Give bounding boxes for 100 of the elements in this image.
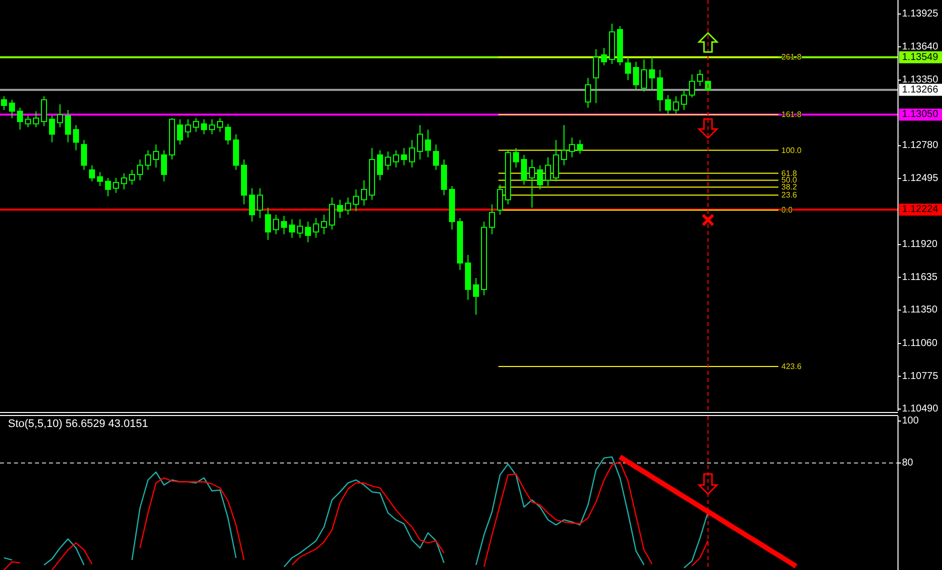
candlestick (73, 124, 79, 151)
y-tick-label: 1.11060 (902, 338, 938, 349)
candlestick (137, 159, 143, 181)
annotation: 0.0 (781, 206, 794, 215)
candlestick (593, 48, 599, 104)
candlestick (537, 164, 543, 190)
candlestick (345, 196, 351, 216)
candlestick (433, 144, 439, 170)
candlestick (17, 107, 23, 130)
candlestick (409, 139, 415, 168)
candlestick (497, 184, 503, 216)
candlestick (249, 188, 255, 222)
candlestick (513, 148, 519, 168)
y-tick-label: 1.11920 (902, 239, 938, 250)
candlestick (289, 218, 295, 238)
candlestick (201, 118, 207, 135)
candlestick (625, 56, 631, 81)
candlestick (521, 154, 527, 186)
candlestick (489, 204, 495, 235)
candlestick (577, 139, 583, 154)
candlestick (193, 118, 199, 132)
y-tick-label: 1.12495 (902, 172, 939, 184)
annotation: 161.8 (781, 110, 802, 120)
candlestick (321, 214, 327, 235)
ref-line-label: 1.13549 (902, 52, 939, 63)
candlestick (545, 156, 551, 186)
candlestick (217, 118, 223, 132)
annotation: 100.0 (781, 146, 802, 155)
candlestick (97, 172, 103, 186)
candlestick (89, 164, 95, 182)
y-tick-label: 1.12780 (902, 140, 939, 152)
candlestick (601, 47, 607, 66)
candlestick (561, 124, 567, 166)
candlestick (665, 94, 671, 116)
candlestick (361, 180, 367, 206)
candlestick (145, 150, 151, 170)
chart-title: Sto(5,5,10) 56.6529 43.0151 (8, 418, 148, 430)
candlestick (553, 139, 559, 182)
candlestick (337, 199, 343, 219)
candlestick (65, 110, 71, 143)
candlestick (225, 123, 231, 146)
candlestick (657, 69, 663, 112)
annotation: 261.8 (781, 52, 802, 62)
candlestick (697, 69, 703, 86)
candlestick (129, 169, 135, 186)
candlestick (689, 74, 695, 98)
candlestick (417, 124, 423, 160)
candlestick (273, 214, 279, 235)
candlestick (33, 110, 39, 128)
candlestick (57, 104, 63, 128)
candlestick (121, 172, 127, 190)
candlestick (1, 96, 7, 111)
candlestick (257, 188, 263, 219)
candlestick (353, 188, 359, 212)
candlestick (9, 99, 15, 119)
y-tick-label: 1.13640 (902, 41, 939, 52)
candlestick (41, 96, 47, 127)
candlestick (25, 115, 31, 128)
ref-line-label: 1.12224 (902, 204, 939, 216)
candlestick (377, 150, 383, 181)
candlestick (585, 77, 591, 108)
candlestick (473, 277, 479, 316)
candlestick (49, 115, 55, 143)
annotation: 61.8 (781, 168, 798, 178)
ref-line-label: 1.13050 (902, 109, 939, 120)
candlestick (385, 150, 391, 170)
candlestick (681, 88, 687, 111)
ref-line-label: 1.13266 (902, 84, 939, 96)
candlestick (81, 139, 87, 170)
annotation: 50.0 (781, 176, 798, 185)
candlestick (153, 144, 159, 168)
candlestick (393, 150, 399, 168)
candlestick (105, 177, 111, 197)
candlestick (177, 118, 183, 146)
candlestick (297, 218, 303, 238)
y-tick-label: 1.11635 (902, 272, 938, 283)
candlestick (569, 137, 575, 158)
candlestick (529, 159, 535, 208)
candlestick (313, 218, 319, 238)
y-tick-label: 1.13925 (902, 8, 939, 20)
annotation: 23.6 (781, 190, 798, 200)
candlestick (185, 118, 191, 138)
y-tick-label: 100 (902, 416, 920, 427)
y-tick-label: 1.11350 (902, 304, 938, 316)
candlestick (633, 61, 639, 90)
annotation: 423.6 (781, 362, 802, 371)
candlestick (305, 221, 311, 243)
y-tick-label: 1.10490 (902, 404, 939, 415)
candlestick (425, 129, 431, 158)
candlestick (265, 207, 271, 240)
candlestick (641, 58, 647, 92)
y-tick-label: 1.13350 (902, 74, 939, 86)
candlestick (161, 150, 167, 182)
candlestick (209, 118, 215, 135)
candlestick (401, 148, 407, 166)
y-tick-label: 80 (902, 457, 914, 468)
candlestick (673, 96, 679, 114)
candlestick (649, 56, 655, 90)
candlestick (281, 215, 287, 235)
y-tick-label: 1.10775 (902, 370, 939, 382)
